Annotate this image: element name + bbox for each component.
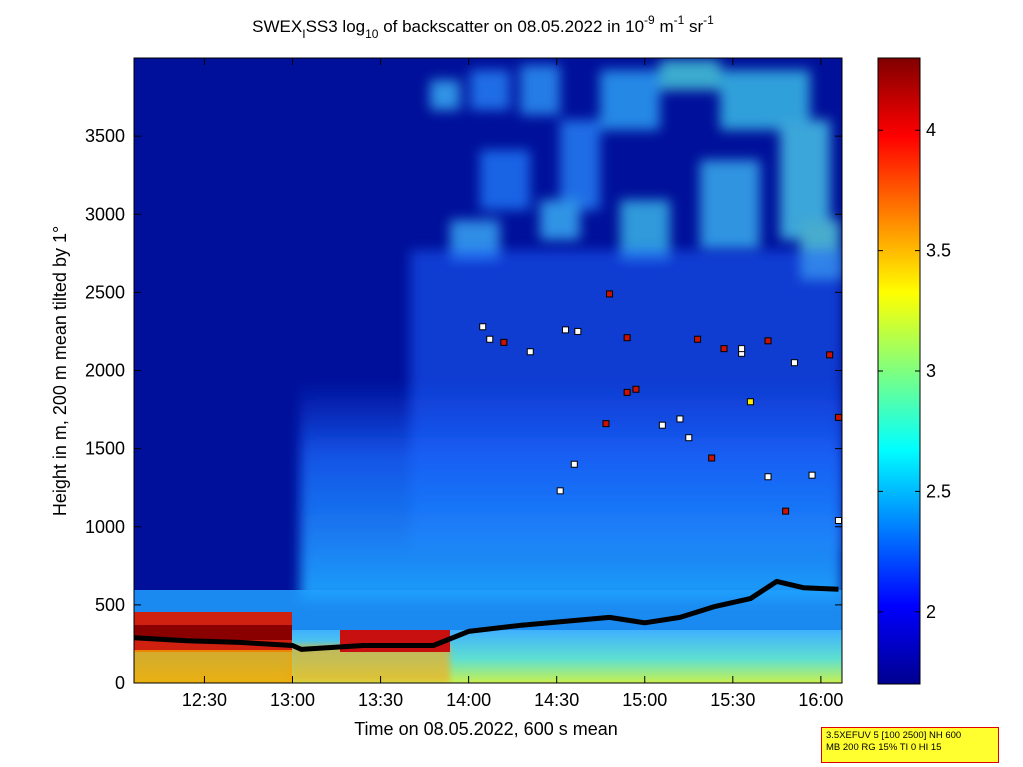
colorbar-tick-label: 2: [926, 602, 936, 622]
colorbar-ticks: 2 2.5 3 3.5 4: [878, 120, 951, 622]
processing-info-line-2: MB 200 RG 15% TI 0 HI 15: [826, 742, 942, 753]
y-tick-label: 500: [95, 595, 125, 615]
cloud-marker: [561, 326, 569, 334]
mid-bl-red: [340, 630, 450, 652]
x-tick-label: 14:00: [446, 690, 491, 710]
cloud-marker: [694, 335, 702, 343]
y-tick-label: 0: [115, 673, 125, 693]
cloud-marker: [676, 415, 684, 423]
mid-haze-2: [300, 380, 842, 600]
y-axis-label: Height in m, 200 m mean tilted by 1°: [50, 226, 70, 516]
cloud-marker: [782, 507, 790, 515]
x-axis-label: Time on 08.05.2022, 600 s mean: [354, 719, 618, 739]
x-tick-label: 12:30: [182, 690, 227, 710]
y-tick-label: 1500: [85, 439, 125, 459]
processing-info-box: 3.5XEFUV 5 [100 2500] NH 600 MB 200 RG 1…: [821, 727, 999, 763]
y-tick-label: 2000: [85, 361, 125, 381]
cloud-marker: [708, 454, 716, 462]
cloud-marker: [764, 337, 772, 345]
cloud-marker: [602, 420, 610, 428]
cloud-marker: [826, 351, 834, 359]
cloud-marker: [479, 323, 487, 331]
y-tick-label: 2500: [85, 282, 125, 302]
x-tick-label: 13:00: [270, 690, 315, 710]
cloud-marker: [574, 327, 582, 335]
cloud-marker: [486, 335, 494, 343]
cloud-marker: [746, 398, 754, 406]
y-tick-label: 1000: [85, 517, 125, 537]
cloud-marker: [556, 487, 564, 495]
boundary-layer-line: [134, 578, 839, 652]
cloud-marker: [606, 290, 614, 298]
y-axis: 0 500 1000 1500 2000 2500 3000 3500: [85, 126, 842, 693]
cloud-marker: [764, 473, 772, 481]
heatmap-plot-area: [134, 58, 842, 683]
cloud-marker: [570, 460, 578, 468]
cloud-marker: [834, 517, 842, 524]
colorbar: [877, 57, 921, 685]
cloud-marker: [790, 359, 798, 367]
chart-title: SWEXISS3 log10 of backscatter on 08.05.2…: [252, 13, 714, 41]
cloud-marker: [500, 338, 508, 346]
early-bl-under: [134, 650, 292, 683]
x-tick-label: 16:00: [798, 690, 843, 710]
cloud-marker: [685, 434, 693, 442]
early-bl-dark: [134, 625, 292, 640]
colorbar-tick-label: 4: [926, 120, 936, 140]
cloud-base-markers: [479, 290, 842, 524]
x-tick-label: 15:00: [622, 690, 667, 710]
cloud-marker: [720, 345, 728, 353]
processing-info-line-1: 3.5XEFUV 5 [100 2500] NH 600: [826, 730, 962, 741]
cloud-marker: [738, 345, 746, 353]
cloud-marker: [623, 334, 631, 342]
x-tick-label: 14:30: [534, 690, 579, 710]
cloud-marker: [526, 348, 534, 356]
y-tick-label: 3500: [85, 126, 125, 146]
cloud-marker: [808, 471, 816, 479]
colorbar-tick-label: 2.5: [926, 481, 951, 501]
colorbar-tick-label: 3.5: [926, 241, 951, 261]
cloud-marker: [632, 385, 640, 393]
colorbar-tick-label: 3: [926, 361, 936, 381]
x-tick-label: 15:30: [710, 690, 755, 710]
cloud-marker: [623, 388, 631, 396]
x-axis: 12:30 13:00 13:30 14:00 14:30 15:00 15:30 16:00: [182, 58, 843, 710]
cloud-marker: [658, 421, 666, 429]
x-tick-label: 13:30: [358, 690, 403, 710]
cloud-marker: [834, 413, 842, 421]
y-tick-label: 3000: [85, 204, 125, 224]
